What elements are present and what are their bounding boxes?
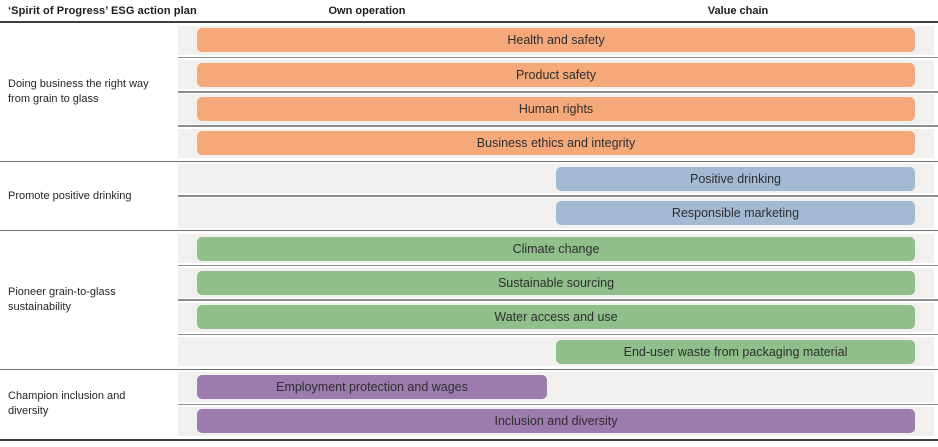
topic-bar-label: Water access and use (494, 310, 618, 325)
group-rows: Positive drinking Responsible marketing (178, 161, 938, 231)
row-track: Product safety (178, 59, 934, 90)
row-track: Employment protection and wages (178, 372, 934, 402)
topic-bar-label: Climate change (512, 241, 600, 256)
chart-header: ‘Spirit of Progress’ ESG action plan Own… (0, 0, 938, 23)
topic-row: Human rights (178, 91, 938, 128)
topic-bar: Climate change (197, 236, 915, 261)
topic-bar-label: Business ethics and integrity (476, 136, 636, 151)
topic-bar: Inclusion and diversity (197, 409, 915, 434)
topic-bar-label: End-user waste from packaging material (623, 344, 848, 359)
topic-bar: Responsible marketing (556, 201, 915, 226)
row-track: Positive drinking (178, 164, 934, 194)
topic-row: Responsible marketing (178, 195, 938, 231)
topic-row: Health and safety (178, 23, 938, 59)
topic-bar-label: Positive drinking (689, 171, 781, 186)
category-label: Champion inclusion and diversity (0, 369, 178, 439)
topic-row: Sustainable sourcing (178, 265, 938, 302)
group-rows: Employment protection and wages Inclusion… (178, 369, 938, 439)
topic-bar: Human rights (197, 96, 915, 121)
group-rows: Climate change Sustainable sourcing Water … (178, 231, 938, 369)
topic-row: Climate change (178, 231, 938, 267)
row-track: Human rights (178, 94, 934, 124)
row-track: Sustainable sourcing (178, 268, 934, 298)
topic-bar-label: Employment protection and wages (276, 380, 468, 395)
topic-row: Inclusion and diversity (178, 404, 938, 439)
category-groups: Doing business the right way from grain … (0, 23, 938, 441)
topic-bar: Water access and use (197, 305, 915, 330)
topic-bar: Employment protection and wages (197, 375, 547, 400)
category-group: Promote positive drinking Positive drinki… (0, 160, 938, 231)
topic-bar: End-user waste from packaging material (556, 339, 915, 364)
row-track: Business ethics and integrity (178, 128, 934, 159)
topic-bar-label: Sustainable sourcing (497, 275, 615, 290)
topic-row: Business ethics and integrity (178, 126, 938, 161)
topic-bar-label: Inclusion and diversity (494, 414, 618, 429)
row-track: Health and safety (178, 25, 934, 55)
column-header-own-operation: Own operation (328, 5, 406, 17)
row-track: Responsible marketing (178, 198, 934, 228)
category-label: Pioneer grain-to-glass sustainability (0, 231, 178, 369)
category-label: Doing business the right way from grain … (0, 23, 178, 161)
category-group: Champion inclusion and diversity Employme… (0, 368, 938, 439)
column-header-value-chain: Value chain (707, 5, 769, 17)
topic-bar-label: Health and safety (507, 33, 605, 48)
chart-title: ‘Spirit of Progress’ ESG action plan (8, 5, 197, 17)
topic-row: Employment protection and wages (178, 369, 938, 406)
category-label: Promote positive drinking (0, 161, 178, 231)
category-group: Doing business the right way from grain … (0, 23, 938, 161)
topic-bar-label: Human rights (518, 101, 594, 116)
topic-bar: Product safety (197, 62, 915, 87)
row-track: Inclusion and diversity (178, 406, 934, 437)
row-track: End-user waste from packaging material (178, 337, 934, 367)
topic-row: Product safety (178, 57, 938, 93)
topic-bar: Business ethics and integrity (197, 131, 915, 156)
row-track: Climate change (178, 233, 934, 264)
topic-row: Positive drinking (178, 161, 938, 198)
topic-bar: Sustainable sourcing (197, 270, 915, 295)
topic-bar: Health and safety (197, 28, 915, 53)
row-track: Water access and use (178, 302, 934, 333)
topic-bar: Positive drinking (556, 166, 915, 191)
category-group: Pioneer grain-to-glass sustainability Cli… (0, 230, 938, 369)
topic-row: End-user waste from packaging material (178, 334, 938, 369)
group-rows: Health and safety Product safety Human rig… (178, 23, 938, 161)
topic-bar-label: Responsible marketing (671, 206, 800, 221)
topic-bar-label: Product safety (516, 67, 596, 82)
topic-row: Water access and use (178, 300, 938, 336)
